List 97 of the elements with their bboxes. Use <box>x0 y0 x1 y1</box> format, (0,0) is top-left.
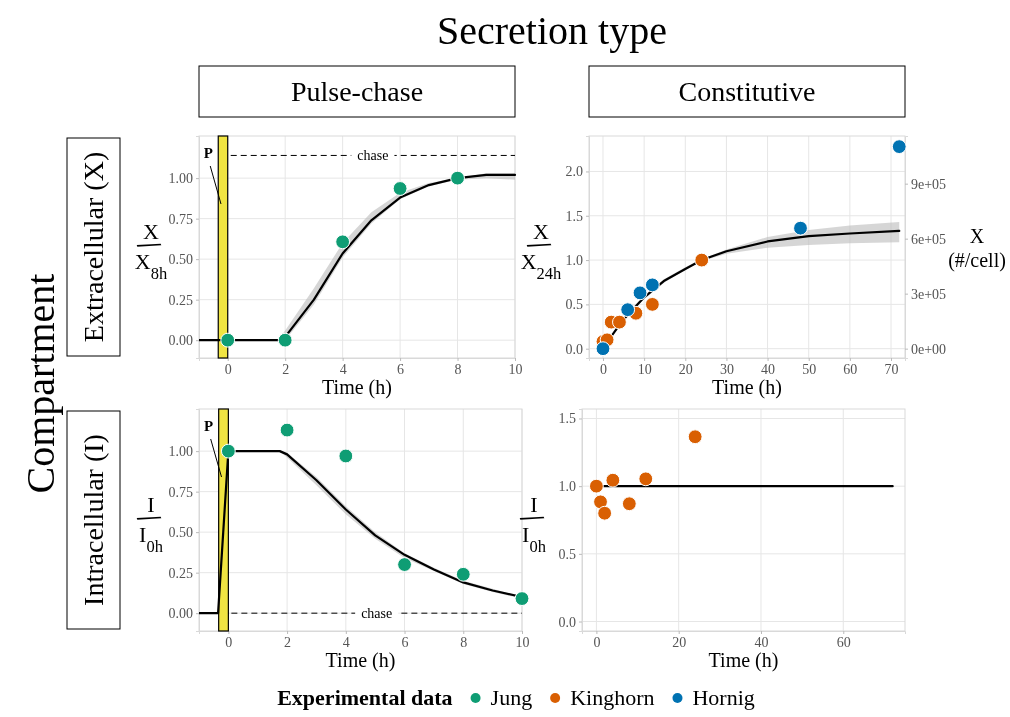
y-tick-label: 0.0 <box>565 341 583 357</box>
y-tick-label: 1.0 <box>565 253 583 269</box>
x-tick-label: 2 <box>282 361 290 377</box>
x-tick-label: 30 <box>719 361 734 377</box>
point <box>335 234 351 250</box>
x-tick-label: 6 <box>401 634 409 650</box>
chart-title: Pulse-chase <box>290 76 424 107</box>
x-axis-title: Time (h) <box>322 376 392 399</box>
y-tick-label: 0.5 <box>558 546 576 562</box>
chart-title: Constitutive <box>678 76 816 107</box>
x-tick-label: 10 <box>637 361 652 377</box>
point <box>694 252 710 268</box>
x-tick-label: 50 <box>802 361 817 377</box>
point <box>514 591 530 606</box>
y-axis-title: X/X$_{24h}$ <box>520 219 563 283</box>
y-tick-label: 1.00 <box>168 171 193 187</box>
y-tick-label: 1.5 <box>565 208 583 224</box>
x-tick-label: 10 <box>515 634 530 650</box>
y-tick-label: 1.0 <box>558 479 576 495</box>
ref-line-label: chase <box>361 606 393 622</box>
y-tick-label: 0.75 <box>168 484 193 500</box>
y-axis-title: X/X$_{8h}$ <box>130 219 169 283</box>
y-tick-label: 1.00 <box>168 444 193 460</box>
y-tick-label: 0.50 <box>168 525 193 541</box>
x-axis-title: Time (h) <box>712 376 782 399</box>
y-tick-label: 0.25 <box>168 292 193 308</box>
point <box>277 332 293 348</box>
x-tick-label: 2 <box>284 634 292 650</box>
y2-tick-label: 9e+05 <box>911 176 947 192</box>
point <box>392 181 408 196</box>
x-tick-label: 4 <box>342 634 350 650</box>
y-tick-label: 0.00 <box>168 333 193 349</box>
point <box>397 557 412 572</box>
x-axis-title: Time (h) <box>325 649 396 672</box>
point <box>638 471 654 487</box>
band-label: P <box>204 418 214 434</box>
point <box>644 296 660 312</box>
y-tick-label: 0.25 <box>168 565 193 581</box>
legend-label: Jung <box>490 685 533 710</box>
x-tick-label: 6 <box>397 361 405 377</box>
y-tick-label: 2.0 <box>565 164 583 180</box>
x-tick-label: 0 <box>224 361 232 377</box>
ref-line-label: chase <box>357 148 389 164</box>
x-tick-label: 20 <box>678 361 693 377</box>
x-tick-label: 40 <box>754 634 769 650</box>
x-tick-label: 60 <box>836 634 851 650</box>
y-axis-title: I/I$_{0h}$ <box>513 492 552 556</box>
x-axis-title: Time (h) <box>708 649 779 672</box>
y-tick-label: 0.0 <box>558 614 576 630</box>
x-tick-label: 8 <box>460 634 468 650</box>
point <box>644 277 660 293</box>
x-tick-label: 4 <box>339 361 347 377</box>
y2-tick-label: 0e+00 <box>911 341 947 357</box>
y-axis-title: I/I$_{0h}$ <box>130 492 169 556</box>
x-tick-label: 40 <box>761 361 776 377</box>
y2-tick-label: 6e+05 <box>911 231 947 247</box>
x-tick-label: 70 <box>884 361 899 377</box>
point <box>220 332 236 348</box>
band-label: P <box>203 145 213 161</box>
point <box>279 422 295 438</box>
legend-label: Kinghorn <box>570 685 655 710</box>
point <box>687 429 703 445</box>
text: Secretion type <box>437 8 667 53</box>
point <box>595 341 611 357</box>
y-tick-label: 0.75 <box>168 211 193 227</box>
point <box>455 566 471 582</box>
x-tick-label: 0 <box>593 634 601 650</box>
text: Extracellular (X) <box>78 151 109 343</box>
point <box>593 494 608 510</box>
point <box>605 472 621 488</box>
y-tick-label: 0.50 <box>168 252 193 268</box>
point <box>338 448 354 464</box>
y2-tick-label: 3e+05 <box>911 286 947 302</box>
point <box>450 170 465 186</box>
point <box>220 443 236 459</box>
x-tick-label: 8 <box>454 361 462 377</box>
y-tick-label: 0.5 <box>565 297 583 313</box>
text: Compartment <box>18 273 63 494</box>
x-tick-label: 0 <box>225 634 233 650</box>
legend-label: Hornig <box>692 685 755 710</box>
x-tick-label: 20 <box>672 634 687 650</box>
y2-axis-title: X (#/cell) <box>948 225 1006 272</box>
point <box>621 496 637 512</box>
point <box>597 505 613 521</box>
point <box>588 478 604 494</box>
y-tick-label: 0.00 <box>168 606 193 622</box>
point <box>612 314 627 330</box>
point <box>891 139 907 155</box>
point <box>632 285 648 301</box>
text: Intracellular (I) <box>78 434 109 606</box>
point <box>793 220 808 236</box>
x-tick-label: 0 <box>599 361 607 377</box>
x-tick-label: 60 <box>843 361 858 377</box>
point <box>620 302 636 318</box>
y-tick-label: 1.5 <box>558 411 576 427</box>
x-tick-label: 10 <box>508 361 523 377</box>
legend-title: Experimental data <box>277 685 453 710</box>
